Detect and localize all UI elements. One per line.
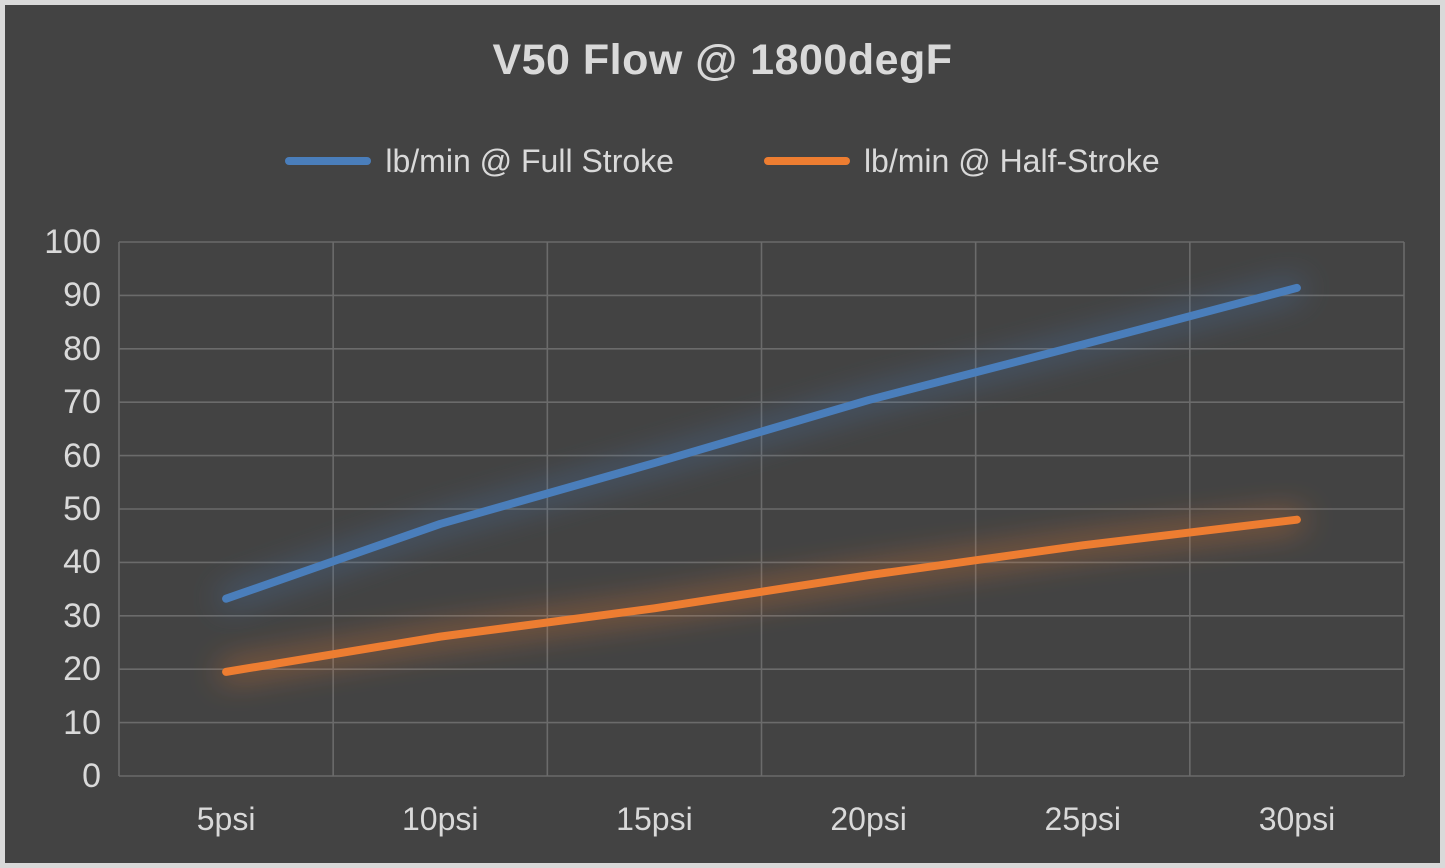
- vertical-gridlines: [118, 242, 1405, 776]
- y-axis-tick-label: 40: [63, 543, 101, 582]
- series-lines-layer: [222, 283, 1301, 676]
- x-axis-tick-label: 5psi: [196, 801, 256, 837]
- plot-svg: [118, 241, 1405, 777]
- x-axis-tick-label: 20psi: [830, 801, 907, 837]
- y-axis-tick-label: 80: [63, 329, 101, 368]
- x-axis-tick-label: 30psi: [1258, 801, 1336, 837]
- chart-title: V50 Flow @ 1800degF: [492, 36, 953, 84]
- legend-swatch-half-stroke: [763, 157, 850, 165]
- y-axis: 100 90 80 70 60 50 40 30 20 10 0: [5, 5, 105, 863]
- y-axis-tick-label: 0: [82, 757, 101, 795]
- y-axis-tick-label: 10: [63, 703, 101, 742]
- series-line-2[interactable]: [222, 515, 1301, 676]
- x-axis-tick-label: 15psi: [616, 801, 693, 837]
- legend-label-half-stroke: lb/min @ Half-Stroke: [863, 143, 1160, 179]
- y-axis-tick-label: 20: [63, 650, 101, 689]
- x-axis: 5psi 10psi 15psi 20psi 25psi 30psi: [119, 803, 1404, 853]
- legend-label-full-stroke: lb/min @ Full Stroke: [385, 143, 674, 179]
- y-axis-tick-label: 70: [63, 383, 101, 422]
- x-axis-tick-label: 10psi: [402, 801, 479, 837]
- x-axis-tick-label: 25psi: [1044, 801, 1122, 837]
- y-axis-tick-label: 30: [63, 596, 101, 635]
- legend-item-half-stroke[interactable]: lb/min @ Half-Stroke: [763, 143, 1160, 179]
- y-axis-tick-label: 60: [63, 436, 101, 475]
- y-axis-tick-label: 90: [63, 276, 101, 315]
- plot-area: [118, 241, 1405, 777]
- y-axis-tick-label: 100: [44, 223, 101, 261]
- chart-legend: lb/min @ Full Stroke lb/min @ Half-Strok…: [5, 145, 1440, 177]
- legend-item-full-stroke[interactable]: lb/min @ Full Stroke: [285, 145, 674, 177]
- y-axis-tick-label: 50: [63, 490, 101, 528]
- legend-swatch-full-stroke: [285, 157, 372, 165]
- series-line-1[interactable]: [222, 283, 1301, 603]
